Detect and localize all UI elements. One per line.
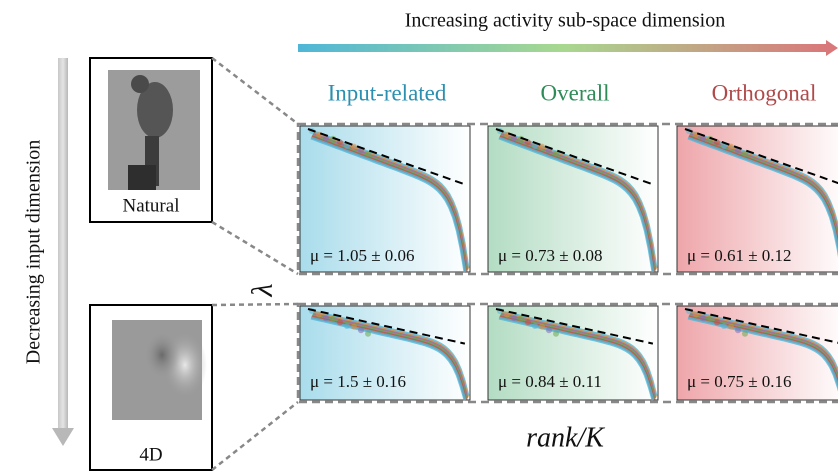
panel-bg — [299, 125, 471, 273]
scatter-dot — [351, 323, 357, 330]
spectrum-curve — [498, 316, 655, 401]
scatter-dot — [700, 315, 706, 322]
arrow-head — [826, 40, 838, 56]
mu-label: μ = 1.5 ± 0.16 — [310, 372, 406, 391]
scatter-dot — [358, 327, 364, 334]
connector — [211, 57, 299, 125]
spectrum-curve — [498, 136, 655, 273]
fit-line — [684, 308, 838, 344]
scatter-dot — [728, 323, 734, 330]
dimension-arrow — [298, 44, 826, 52]
scatter-dot — [525, 139, 531, 146]
scatter-dot — [728, 143, 734, 150]
connector — [211, 302, 299, 307]
scatter-dot — [553, 150, 559, 157]
spectrum-curve — [310, 136, 467, 273]
row-label: 4D — [139, 444, 162, 465]
mu-label: μ = 0.73 ± 0.08 — [498, 246, 603, 265]
scatter-dot — [693, 311, 699, 318]
scatter-dot — [525, 319, 531, 326]
panel-bg — [676, 125, 838, 273]
scatter-dot — [539, 143, 545, 150]
scatter-dot — [532, 143, 538, 149]
perch — [128, 165, 156, 190]
connector — [211, 401, 299, 471]
scatter-dot — [721, 323, 727, 329]
fit-line — [495, 128, 654, 186]
fit-line — [307, 308, 466, 345]
dark-spot — [144, 331, 180, 379]
scatter-dot — [742, 330, 748, 337]
x-axis-label: rank/K — [526, 422, 605, 453]
fit-line — [495, 308, 654, 345]
row-frame — [296, 302, 838, 404]
column-title: Input-related — [328, 80, 447, 105]
column-title: Orthogonal — [712, 80, 817, 105]
scatter-dot — [735, 327, 741, 334]
scatter-dot — [511, 315, 517, 322]
spectrum-curve — [310, 316, 467, 401]
scatter-dot — [504, 311, 510, 318]
mu-label: μ = 0.75 ± 0.16 — [687, 372, 792, 391]
input-arrow — [58, 58, 68, 430]
scatter-dot — [351, 143, 357, 150]
scatter-dot — [365, 150, 371, 157]
scatter-dot — [553, 330, 559, 337]
scatter-dot — [546, 327, 552, 334]
scatter-dot — [344, 323, 350, 329]
scatter-dot — [721, 143, 727, 149]
scatter-dot — [365, 330, 371, 337]
scatter-dot — [337, 319, 343, 326]
arrow-head — [52, 428, 74, 446]
row-frame — [296, 122, 838, 276]
mu-label: μ = 0.84 ± 0.11 — [498, 372, 602, 391]
scatter-dot — [714, 139, 720, 146]
scatter-dot — [518, 315, 524, 322]
spectrum-curve — [687, 316, 838, 392]
column-title: Overall — [541, 80, 610, 105]
bird-head — [131, 75, 149, 93]
scatter-dot — [344, 143, 350, 149]
scatter-dot — [330, 315, 336, 322]
mu-label: μ = 1.05 ± 0.06 — [310, 246, 415, 265]
scatter-dot — [714, 319, 720, 326]
row-label: Natural — [123, 195, 180, 216]
bird-body — [137, 82, 173, 138]
scatter-dot — [316, 311, 322, 318]
panel-bg — [487, 125, 659, 273]
fit-line — [307, 128, 466, 186]
mu-label: μ = 0.61 ± 0.12 — [687, 246, 792, 265]
y-axis-label: λ — [246, 284, 279, 298]
scatter-dot — [539, 323, 545, 330]
scatter-dot — [532, 323, 538, 329]
connector — [211, 220, 299, 276]
scatter-dot — [337, 139, 343, 146]
scatter-dot — [707, 315, 713, 322]
fit-line — [684, 128, 838, 185]
side-label: Decreasing input dimension — [23, 140, 45, 364]
scatter-dot — [323, 315, 329, 322]
scatter-dot — [742, 150, 748, 157]
header-title: Increasing activity sub-space dimension — [405, 10, 725, 32]
spectrum-curve — [687, 136, 838, 258]
